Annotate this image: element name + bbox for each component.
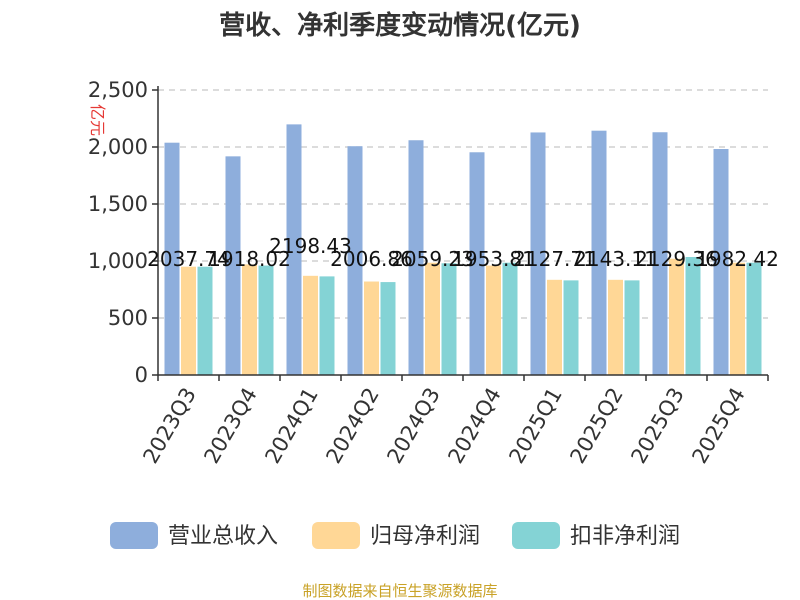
data-labels: 2037.741918.022198.432006.862059.231953.… <box>147 234 779 271</box>
data-label: 2198.43 <box>269 234 352 258</box>
bar <box>319 276 335 375</box>
legend-swatch <box>110 522 158 549</box>
bar <box>469 152 485 375</box>
data-label: 2143.11 <box>574 247 657 271</box>
bar <box>685 257 701 375</box>
bar <box>364 281 379 375</box>
y-tick-label: 500 <box>108 306 148 330</box>
bar <box>746 262 762 375</box>
data-label: 2129.36 <box>635 247 718 271</box>
data-label: 1982.42 <box>696 247 779 271</box>
bar <box>502 262 518 375</box>
bar <box>197 266 213 375</box>
legend-swatch <box>512 522 560 549</box>
y-tick-label: 2,000 <box>88 135 148 159</box>
y-tick-label: 1,500 <box>88 192 148 216</box>
y-axis-unit: 亿元 <box>88 104 107 136</box>
y-axis: 0 500 1,000 1,500 2,000 2,500 <box>88 78 159 387</box>
legend-label: 扣非净利润 <box>570 524 680 549</box>
bar <box>164 142 180 375</box>
bar <box>547 279 562 375</box>
bar <box>425 262 440 375</box>
bar <box>258 265 274 375</box>
legend[interactable]: 营业总收入 归母净利润 扣非净利润 <box>110 522 680 549</box>
x-tick-label: 2025Q2 <box>565 384 627 468</box>
x-axis: 2023Q32023Q42024Q12024Q22024Q32024Q42025… <box>138 374 769 468</box>
x-tick-label: 2024Q1 <box>260 384 322 468</box>
bar <box>730 262 745 375</box>
x-tick-label: 2023Q3 <box>138 384 200 468</box>
data-label: 2006.86 <box>330 247 413 271</box>
legend-item[interactable]: 归母净利润 <box>312 522 480 549</box>
bar <box>181 266 196 375</box>
bar <box>380 282 396 375</box>
bar <box>486 265 501 375</box>
legend-label: 归母净利润 <box>370 524 480 549</box>
bar <box>652 132 668 375</box>
source-note: 制图数据来自恒生聚源数据库 <box>302 582 497 600</box>
y-tick-label: 2,500 <box>88 78 148 102</box>
x-tick-label: 2024Q3 <box>382 384 444 468</box>
bar <box>242 264 257 375</box>
data-label: 2037.74 <box>147 247 230 271</box>
y-tick-label: 1,000 <box>88 249 148 273</box>
bar <box>303 275 318 375</box>
x-tick-label: 2024Q4 <box>443 384 505 468</box>
bar <box>441 263 457 375</box>
y-tick-label: 0 <box>135 363 148 387</box>
bar <box>225 156 241 375</box>
legend-swatch <box>312 522 360 549</box>
legend-label: 营业总收入 <box>168 524 278 549</box>
bar <box>591 130 607 375</box>
x-tick-label: 2023Q4 <box>199 384 261 468</box>
legend-item[interactable]: 营业总收入 <box>110 522 278 549</box>
x-tick-label: 2025Q1 <box>504 384 566 468</box>
bar <box>408 140 424 375</box>
x-tick-label: 2024Q2 <box>321 384 383 468</box>
legend-item[interactable]: 扣非净利润 <box>512 522 680 549</box>
data-label: 2127.71 <box>513 247 596 271</box>
bar <box>624 280 640 375</box>
bar <box>563 280 579 375</box>
bar <box>530 132 546 375</box>
x-tick-label: 2025Q3 <box>626 384 688 468</box>
data-label: 1953.81 <box>452 247 535 271</box>
bar <box>286 124 302 375</box>
chart-title: 营收、净利季度变动情况(亿元) <box>219 10 581 41</box>
bar <box>669 258 684 375</box>
bars <box>164 124 762 375</box>
data-label: 2059.23 <box>391 247 474 271</box>
bar <box>347 146 363 375</box>
data-label: 1918.02 <box>208 247 291 271</box>
bar <box>608 279 623 375</box>
bar <box>713 149 729 375</box>
x-tick-label: 2025Q4 <box>687 384 749 468</box>
